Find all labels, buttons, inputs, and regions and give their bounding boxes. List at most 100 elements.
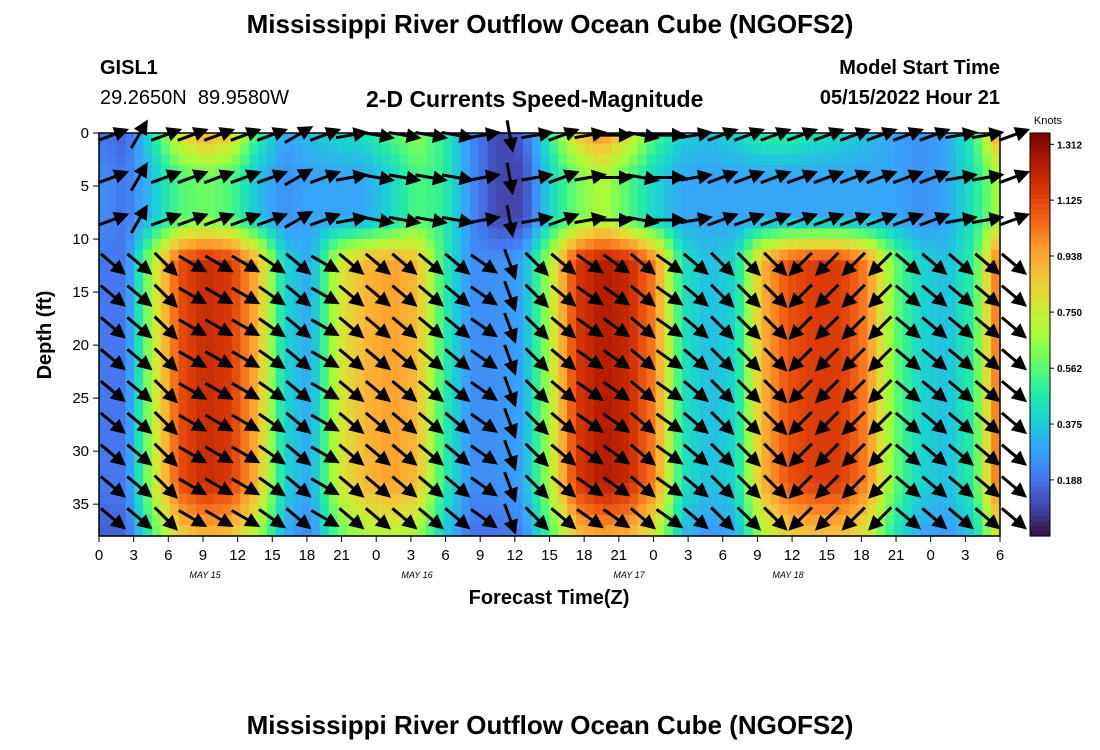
heatmap-cell	[779, 366, 789, 378]
heatmap-cell	[708, 334, 718, 346]
heatmap-cell	[929, 398, 939, 410]
heatmap-cell	[717, 366, 727, 378]
heatmap-cell	[673, 207, 683, 219]
heatmap-cell	[399, 345, 409, 357]
heatmap-cell	[708, 207, 718, 219]
heatmap-cell	[152, 228, 162, 240]
heatmap-cell	[143, 270, 153, 283]
heatmap-cell	[514, 270, 524, 283]
current-vector	[204, 350, 234, 368]
heatmap-cell	[275, 133, 286, 145]
heatmap-cell	[708, 164, 718, 177]
heatmap-cell	[743, 461, 754, 473]
heatmap-cell	[947, 451, 957, 463]
current-vector	[230, 169, 262, 185]
current-vector	[602, 253, 631, 274]
heatmap-cell	[496, 164, 506, 177]
heatmap-cell	[275, 440, 286, 452]
heatmap-cell	[258, 207, 268, 219]
heatmap-cell	[196, 366, 206, 378]
heatmap-cell	[929, 408, 939, 420]
current-vector	[126, 284, 153, 307]
heatmap-cell	[425, 186, 436, 198]
current-vector	[231, 318, 261, 337]
heatmap-cell	[841, 429, 851, 442]
heatmap-cell	[929, 302, 939, 314]
heatmap-cell	[982, 525, 992, 537]
heatmap-cell	[160, 186, 171, 198]
heatmap-cell	[673, 525, 683, 537]
heatmap-cell	[443, 239, 453, 251]
current-vector	[231, 413, 261, 432]
heatmap-cell	[328, 228, 339, 240]
heatmap-cell	[187, 366, 197, 378]
heatmap-cell	[805, 419, 816, 431]
heatmap-cell	[372, 376, 383, 389]
heatmap-cell	[266, 334, 277, 346]
heatmap-cell	[99, 334, 109, 346]
heatmap-cell	[885, 260, 895, 272]
current-vector	[503, 312, 518, 345]
heatmap-cell	[929, 239, 939, 251]
heatmap-cell	[240, 461, 250, 473]
heatmap-cell	[311, 376, 321, 389]
heatmap-cell	[947, 154, 957, 166]
heatmap-cell	[929, 429, 939, 442]
heatmap-cell	[514, 217, 524, 230]
heatmap-cell	[523, 292, 533, 304]
current-vector	[338, 443, 365, 466]
current-vector	[153, 506, 179, 531]
heatmap-cell	[929, 345, 939, 357]
heatmap-cell	[637, 143, 648, 155]
heatmap-cell	[390, 175, 400, 187]
heatmap-cell	[584, 525, 595, 537]
colorbar-tick-label: 0.375	[1057, 420, 1082, 431]
heatmap-cell	[381, 408, 392, 420]
heatmap-cell	[523, 493, 533, 505]
current-vector	[655, 253, 684, 274]
heatmap-cell	[841, 281, 851, 293]
heatmap-cell	[434, 461, 445, 473]
heatmap-cell	[381, 249, 392, 261]
heatmap-cell	[929, 376, 939, 389]
current-vector	[99, 443, 126, 466]
heatmap-cell	[637, 366, 648, 378]
heatmap-cell	[275, 493, 286, 505]
current-vector	[444, 348, 471, 371]
current-vector	[655, 508, 684, 529]
heatmap-cell	[717, 461, 727, 473]
heatmap-cell	[178, 207, 188, 219]
heatmap-cell	[938, 429, 948, 442]
heatmap-cell	[858, 217, 869, 230]
heatmap-cell	[258, 164, 268, 177]
colorbar-step	[1030, 480, 1050, 487]
heatmap-cell	[505, 504, 515, 516]
heatmap-cell	[796, 493, 807, 505]
heatmap-cell	[319, 461, 330, 473]
heatmap-cell	[708, 260, 718, 272]
heatmap-cell	[311, 281, 321, 293]
heatmap-cell	[425, 334, 436, 346]
heatmap-cell	[576, 504, 586, 516]
heatmap-cell	[399, 461, 409, 473]
heatmap-cell	[514, 260, 524, 272]
current-vector	[503, 439, 518, 472]
heatmap-cell	[646, 366, 657, 378]
heatmap-cell	[337, 270, 347, 283]
heatmap-cell	[929, 270, 939, 283]
heatmap-cell	[496, 408, 506, 420]
heatmap-cell	[955, 143, 966, 155]
heatmap-cell	[920, 334, 930, 346]
heatmap-cell	[637, 228, 648, 240]
heatmap-cell	[143, 143, 153, 155]
heatmap-cell	[470, 472, 480, 484]
heatmap-cell	[576, 345, 586, 357]
heatmap-cell	[832, 334, 842, 346]
heatmap-cell	[443, 482, 453, 495]
current-vector	[841, 379, 866, 404]
heatmap-cell	[258, 451, 268, 463]
colorbar-step	[1030, 188, 1050, 195]
colorbar-tick-label: 1.125	[1057, 196, 1082, 207]
heatmap-cell	[664, 270, 674, 283]
heatmap-cell	[876, 302, 886, 314]
